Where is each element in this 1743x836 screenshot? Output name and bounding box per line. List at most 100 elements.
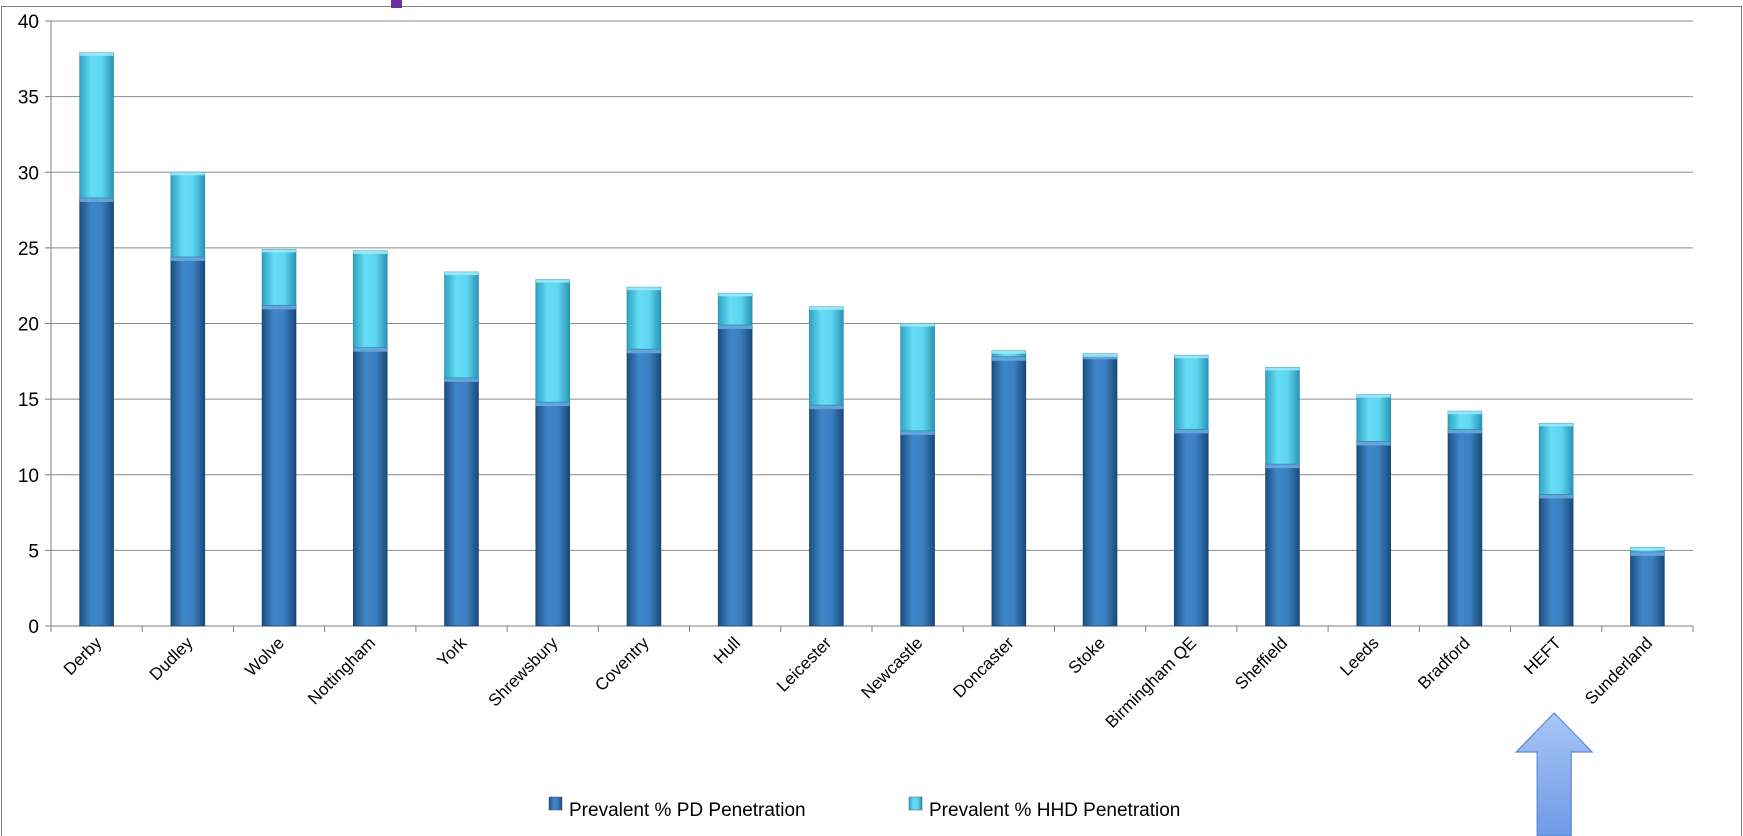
bar-hhd-penetration	[717, 292, 753, 326]
bar-hhd-penetration	[261, 248, 297, 306]
bar-hhd-cap	[1083, 353, 1117, 357]
y-tick-label: 25	[18, 239, 39, 260]
bar-hhd-penetration	[900, 323, 935, 432]
bar-hhd-cap	[991, 350, 1026, 354]
x-category-label: Shrewsbury	[485, 633, 562, 710]
x-category-label: Derby	[60, 633, 106, 679]
x-category-label: Hull	[710, 633, 744, 667]
bar-pd-penetration	[1174, 428, 1209, 627]
bar-pd-penetration	[170, 256, 206, 627]
bar-hhd-penetration	[79, 52, 114, 199]
annotations	[1514, 712, 1594, 836]
y-tick-label: 5	[28, 541, 39, 562]
x-category-label: HEFT	[1520, 633, 1565, 678]
legend: Prevalent % PD Penetration Prevalent % HH…	[548, 796, 1180, 821]
x-category-label: Doncaster	[949, 633, 1017, 701]
bar-pd-cap	[718, 325, 753, 330]
bar-pd-penetration	[991, 356, 1027, 627]
bar-hhd-cap	[1174, 355, 1209, 359]
bar-hhd-cap	[79, 52, 114, 56]
bar-hhd-cap	[170, 172, 205, 176]
bar-pd-penetration	[626, 348, 662, 627]
bar-hhd-penetration	[170, 171, 206, 258]
x-category-label: Dudley	[146, 633, 197, 684]
x-category-label: Leicester	[773, 633, 835, 695]
bar-pd-penetration	[809, 404, 844, 627]
bar-pd-cap	[1083, 355, 1117, 360]
bar-hhd-penetration	[809, 306, 844, 406]
x-category-label: Newcastle	[858, 633, 927, 702]
bar-hhd-cap	[1448, 411, 1482, 415]
bar-pd-penetration	[1356, 441, 1391, 627]
y-tick-label: 20	[18, 315, 39, 336]
bar-pd-cap	[900, 430, 935, 435]
x-category-label: Stoke	[1065, 633, 1109, 677]
gridlines	[51, 20, 1693, 551]
bar-pd-penetration	[1447, 428, 1483, 627]
bar-pd-penetration	[900, 430, 935, 627]
y-tick-label: 40	[18, 12, 39, 33]
bar-hhd-cap	[1539, 423, 1574, 427]
bar-pd-penetration	[444, 377, 479, 627]
x-category-label: Coventry	[591, 633, 653, 695]
bar-pd-penetration	[717, 324, 753, 627]
bar-pd-cap	[170, 256, 205, 261]
bar-pd-cap	[444, 377, 479, 382]
bar-hhd-penetration	[1538, 422, 1574, 495]
bar-hhd-cap	[535, 279, 570, 283]
legend-swatch	[548, 796, 563, 811]
bar-pd-cap	[991, 356, 1026, 361]
y-tick-label: 10	[18, 466, 39, 487]
bar-hhd-cap	[1265, 367, 1300, 371]
title-fragment-mark	[391, 0, 402, 8]
bar-pd-cap	[353, 347, 388, 352]
x-category-label: Nottingham	[304, 633, 379, 708]
x-category-label: Sunderland	[1581, 633, 1656, 708]
bar-pd-cap	[809, 405, 844, 410]
bar-hhd-cap	[718, 293, 753, 297]
y-tick-label: 15	[18, 390, 39, 411]
bar-pd-penetration	[353, 347, 388, 627]
bar-pd-cap	[1356, 441, 1391, 446]
bar-pd-penetration	[79, 197, 114, 627]
bar-pd-cap	[535, 402, 570, 407]
up-arrow-icon	[1514, 712, 1594, 836]
bar-pd-penetration	[535, 401, 570, 627]
axes	[45, 20, 1694, 632]
bar-hhd-cap	[1630, 547, 1665, 551]
x-category-label: Leeds	[1336, 633, 1382, 679]
y-tick-label: 35	[18, 88, 39, 109]
x-category-label: Bradford	[1414, 633, 1474, 693]
bar-hhd-cap	[627, 287, 661, 291]
bar-pd-penetration	[1082, 354, 1118, 627]
bar-hhd-cap	[900, 323, 935, 327]
bar-hhd-penetration	[353, 250, 388, 349]
bar-hhd-cap	[1356, 394, 1391, 398]
x-category-label: Sheffield	[1231, 633, 1291, 693]
bar-pd-cap	[1448, 429, 1482, 434]
x-category-label: York	[433, 633, 470, 670]
chart-border	[1, 6, 1742, 836]
x-category-label: Birmingham QE	[1102, 633, 1200, 731]
bar-pd-penetration	[1630, 551, 1665, 627]
y-tick-label: 30	[18, 163, 39, 184]
bar-pd-penetration	[261, 304, 297, 627]
bar-hhd-penetration	[1174, 354, 1209, 430]
bar-pd-penetration	[1265, 463, 1300, 627]
bar-pd-cap	[1265, 464, 1300, 469]
bars	[79, 52, 1665, 627]
bar-pd-cap	[262, 305, 296, 310]
bar-pd-penetration	[1538, 494, 1574, 627]
x-category-label: Wolve	[241, 633, 288, 680]
bar-hhd-cap	[809, 306, 844, 310]
bar-pd-cap	[79, 197, 114, 202]
bar-pd-cap	[1539, 494, 1574, 499]
bar-pd-cap	[627, 349, 661, 354]
bar-hhd-penetration	[1265, 366, 1300, 465]
bar-hhd-penetration	[444, 271, 479, 379]
bar-hhd-cap	[444, 272, 479, 276]
legend-label: Prevalent % PD Penetration	[569, 800, 806, 821]
y-tick-label: 0	[28, 617, 39, 638]
